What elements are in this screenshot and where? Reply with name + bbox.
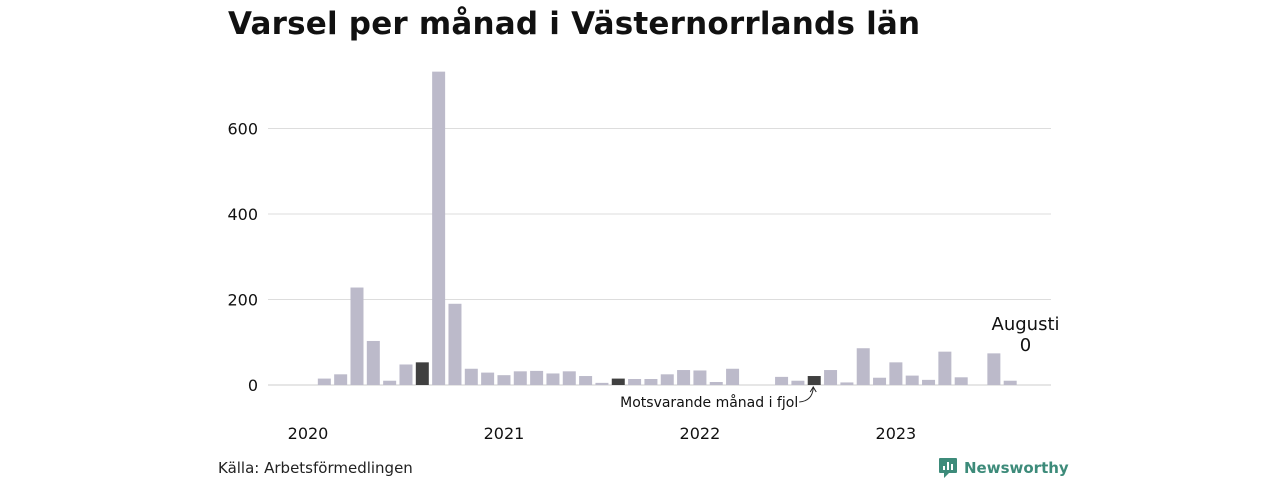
bar [513, 371, 527, 385]
bar [448, 303, 462, 385]
y-tick-label: 600 [227, 120, 258, 139]
bar [497, 375, 511, 385]
annotation-arrow [799, 387, 814, 403]
bar [530, 370, 544, 385]
bar [693, 370, 707, 385]
bar [954, 377, 968, 385]
x-tick-label: 2021 [484, 424, 525, 443]
bar [383, 380, 397, 385]
brand-logo: Newsworthy [938, 457, 1069, 479]
x-tick-label: 2020 [288, 424, 329, 443]
bar [856, 348, 870, 385]
bar [677, 370, 691, 385]
bar [432, 71, 446, 385]
bar [317, 378, 331, 385]
y-tick-label: 400 [227, 205, 258, 224]
bar [840, 382, 854, 385]
bar [628, 379, 642, 385]
bar [660, 374, 674, 385]
bar [350, 287, 364, 385]
newsworthy-logo-icon [939, 458, 957, 478]
bar [611, 378, 625, 385]
source-note: Källa: Arbetsförmedlingen [218, 459, 413, 477]
bar [709, 382, 723, 385]
bar [481, 372, 495, 385]
x-tick-label: 2023 [876, 424, 917, 443]
y-tick-label: 0 [248, 376, 258, 395]
bars [317, 71, 1017, 385]
bar [726, 368, 740, 385]
last-month-label: Augusti [992, 314, 1060, 335]
bar [464, 368, 478, 385]
bar [334, 374, 348, 385]
bar [775, 376, 789, 385]
bar [415, 362, 429, 385]
chart-title: Varsel per månad i Västernorrlands län [228, 6, 921, 42]
bar [366, 340, 380, 385]
bar [595, 382, 609, 385]
bar [889, 362, 903, 385]
bar [1003, 380, 1017, 385]
y-axis-tick-labels: 0 200 400 600 [227, 120, 258, 396]
bar [579, 376, 593, 385]
bar [807, 376, 821, 385]
bar [824, 370, 838, 385]
bar [938, 351, 952, 385]
bar [546, 373, 560, 385]
x-axis-tick-labels: 2020 2021 2022 2023 [288, 424, 917, 443]
previous-year-label: Motsvarande månad i fjol [620, 394, 798, 411]
annotation-arrowhead [809, 386, 817, 393]
y-tick-label: 200 [227, 291, 258, 310]
bar [644, 379, 658, 385]
bar [791, 380, 805, 385]
x-tick-label: 2022 [680, 424, 721, 443]
bar [399, 364, 413, 385]
gridlines [268, 128, 1051, 386]
bar [873, 377, 887, 385]
bar [562, 371, 576, 385]
bar [905, 375, 919, 385]
last-month-value: 0 [1020, 335, 1031, 356]
brand-name: Newsworthy [964, 459, 1069, 477]
bar [987, 353, 1001, 385]
bar [922, 379, 936, 385]
